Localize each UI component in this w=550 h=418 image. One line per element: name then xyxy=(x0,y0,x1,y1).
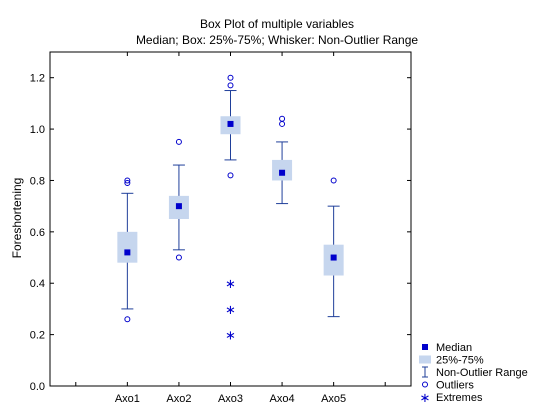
outlier-point xyxy=(175,254,182,261)
legend-extreme-swatch: ∗ xyxy=(420,391,431,406)
y-tick-label: 0.2 xyxy=(30,330,45,342)
outlier-point xyxy=(175,138,182,145)
extreme-point: ∗ xyxy=(225,277,236,292)
x-tick-label: Axo5 xyxy=(321,393,346,405)
chart-marks: ∗ ∗ ∗ xyxy=(117,74,344,344)
legend-label: Non-Outlier Range xyxy=(436,367,528,379)
legend-box-swatch xyxy=(419,355,431,364)
chart-subtitle: Median; Box: 25%-75%; Whisker: Non-Outli… xyxy=(136,33,418,47)
x-tick-label: Axo3 xyxy=(218,393,243,405)
y-tick-label: 1.0 xyxy=(30,124,45,136)
axes: 0.0 0.2 0.4 0.6 0.8 1.0 1.2 Axo1 Axo2 Axo3 Axo4 Axo… xyxy=(30,52,411,405)
outlier-point xyxy=(279,115,286,122)
median-marker xyxy=(227,120,234,127)
legend-label: Outliers xyxy=(436,380,474,392)
legend-outlier-swatch xyxy=(422,381,428,388)
median-marker xyxy=(279,169,286,176)
x-tick-label: Axo1 xyxy=(115,393,140,405)
median-marker xyxy=(124,249,131,256)
x-tick-label: Axo2 xyxy=(166,393,191,405)
y-tick-label: 0.8 xyxy=(30,175,45,187)
legend-label: Extremes xyxy=(436,392,483,404)
legend-median-swatch xyxy=(422,344,428,350)
outlier-point xyxy=(227,74,234,81)
y-axis-label: Foreshortening xyxy=(10,178,24,259)
y-tick-label: 1.2 xyxy=(30,73,45,85)
y-tick-label: 0.6 xyxy=(30,227,45,239)
extreme-point: ∗ xyxy=(225,303,236,318)
outlier-point xyxy=(124,316,131,323)
median-marker xyxy=(330,254,337,261)
chart-title: Box Plot of multiple variables xyxy=(200,17,354,31)
median-marker xyxy=(175,203,182,210)
y-tick-label: 0.0 xyxy=(30,381,45,393)
outlier-point xyxy=(227,82,234,89)
outlier-point xyxy=(124,177,131,184)
y-tick-label: 0.4 xyxy=(30,278,45,290)
legend-label: 25%-75% xyxy=(436,355,484,367)
outlier-point xyxy=(124,180,131,187)
outlier-point xyxy=(330,177,337,184)
x-tick-label: Axo4 xyxy=(270,393,295,405)
outlier-point xyxy=(227,172,234,179)
legend-label: Median xyxy=(436,342,472,354)
box xyxy=(117,231,138,263)
extreme-point: ∗ xyxy=(225,329,236,344)
